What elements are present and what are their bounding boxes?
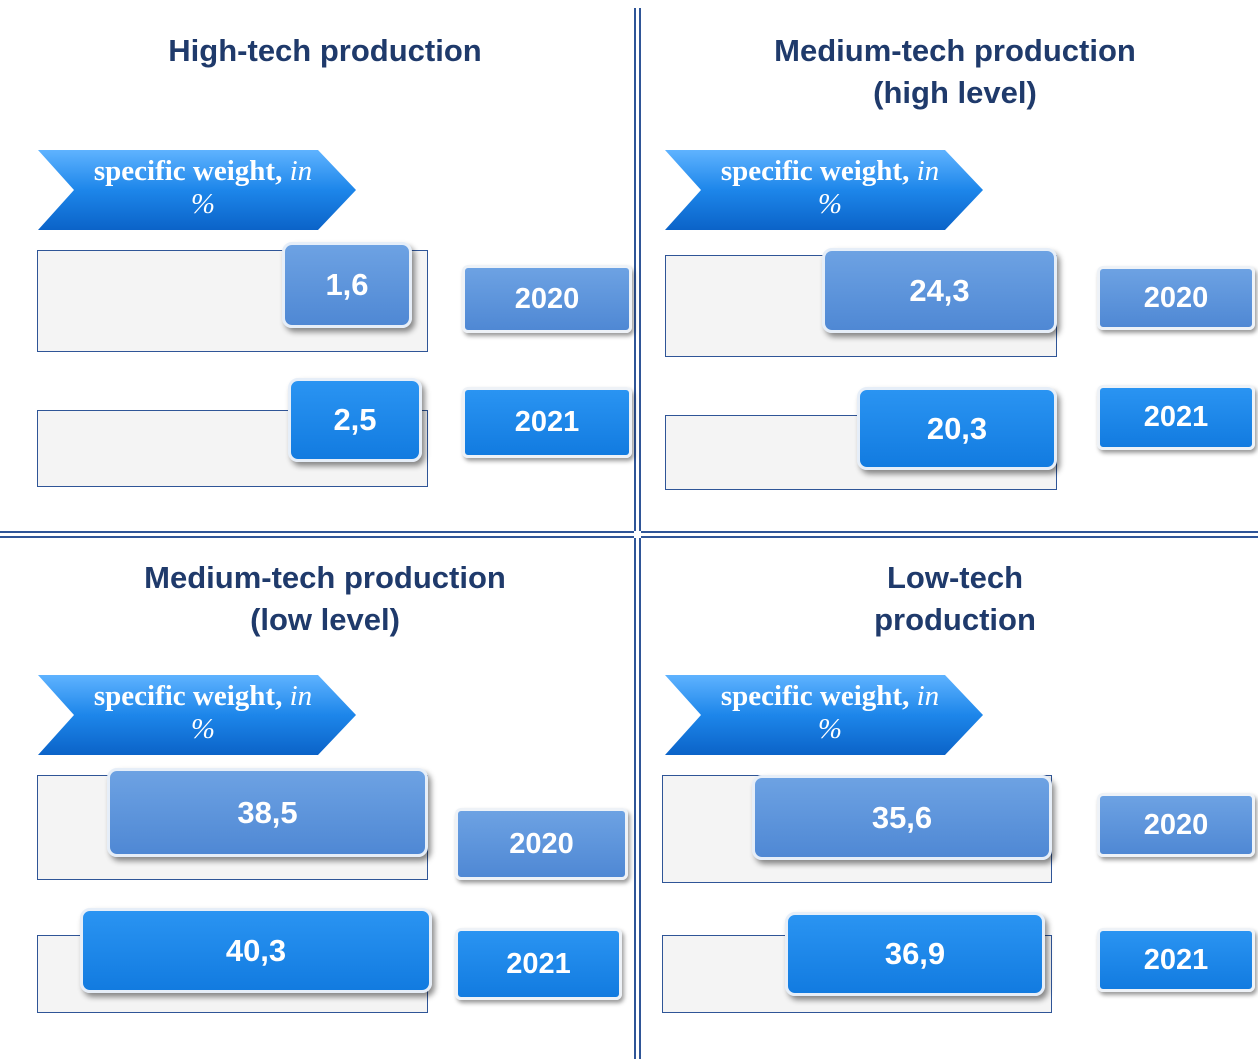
arrow-shape: [38, 675, 356, 755]
label-unit: in %: [817, 680, 940, 745]
value-box: 24,3: [822, 248, 1057, 333]
divider: [0, 531, 1258, 538]
value-box: 40,3: [80, 908, 432, 993]
label-unit: in %: [817, 155, 940, 220]
year-box: 2021: [462, 387, 632, 458]
year-box: 2020: [462, 265, 632, 333]
panel-title: Medium-tech production: [774, 33, 1136, 68]
label-unit: in %: [190, 155, 313, 220]
value-box: 20,3: [857, 387, 1057, 470]
year-box: 2020: [1097, 266, 1255, 330]
value-box: 35,6: [752, 775, 1052, 860]
label-main: specific weight,: [93, 155, 283, 187]
arrow-shape: [665, 675, 983, 755]
label-main: specific weight,: [720, 155, 910, 187]
panel-title: (high level): [873, 75, 1037, 110]
panel-title: (low level): [250, 602, 400, 637]
value-box: 38,5: [107, 768, 428, 857]
label-main: specific weight,: [720, 680, 910, 712]
panel-title: Medium-tech production: [144, 560, 506, 595]
panel-title: High-tech production: [168, 33, 482, 68]
panel-title: Low-tech: [886, 560, 1024, 595]
label-main: specific weight,: [93, 680, 283, 712]
year-box: 2020: [455, 808, 628, 880]
label-unit: in %: [190, 680, 313, 745]
year-box: 2021: [1097, 385, 1255, 450]
value-box: 36,9: [785, 912, 1045, 996]
year-box: 2021: [1097, 928, 1255, 992]
arrow-shape: [665, 150, 983, 230]
panel-title: production: [874, 602, 1036, 637]
arrow-label: specific weight, in %: [715, 155, 945, 221]
arrow-label: specific weight, in %: [715, 680, 945, 746]
divider-gap: [634, 531, 641, 538]
arrow-shape: [38, 150, 356, 230]
value-box: 2,5: [288, 378, 422, 462]
year-box: 2021: [455, 928, 622, 1000]
arrow-label: specific weight, in %: [88, 680, 318, 746]
value-box: 1,6: [282, 242, 412, 328]
arrow-label: specific weight, in %: [88, 155, 318, 221]
year-box: 2020: [1097, 793, 1255, 857]
